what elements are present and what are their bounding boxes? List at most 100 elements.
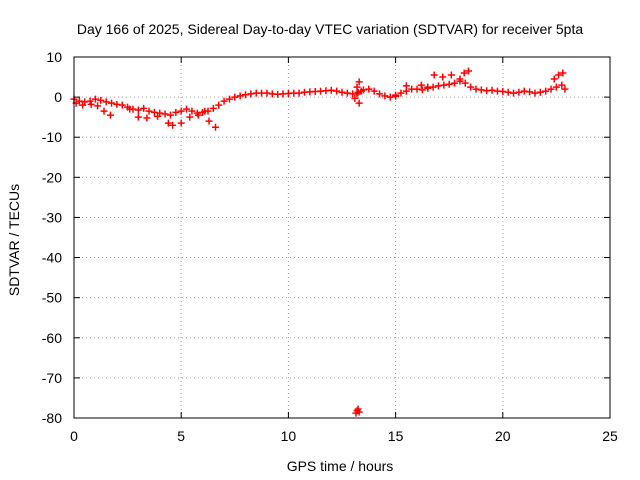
data-point: [177, 119, 185, 127]
y-tick-label: -10: [42, 129, 62, 145]
data-point: [118, 101, 126, 109]
data-point: [413, 85, 421, 93]
data-point: [460, 69, 468, 77]
data-point: [183, 105, 191, 113]
data-point: [353, 90, 361, 98]
data-point: [417, 81, 425, 89]
data-point: [79, 101, 87, 109]
data-point: [172, 108, 180, 116]
data-point: [343, 89, 351, 97]
data-point: [472, 85, 480, 93]
data-point: [220, 97, 228, 105]
data-point: [327, 86, 335, 94]
data-point: [447, 71, 455, 79]
data-points: [70, 67, 569, 417]
data-point: [550, 75, 558, 83]
data-point: [209, 104, 217, 112]
data-point: [461, 79, 469, 87]
data-point: [263, 89, 271, 97]
data-point: [236, 92, 244, 100]
x-axis-label: GPS time / hours: [287, 458, 394, 474]
data-point: [212, 123, 220, 131]
x-tick-label: 25: [602, 428, 618, 444]
data-point: [504, 88, 512, 96]
data-point: [150, 108, 158, 116]
data-point: [451, 79, 459, 87]
y-axis-label: SDTVAR / TECUs: [6, 184, 22, 296]
y-tick-label: 0: [54, 89, 62, 105]
data-point: [536, 88, 544, 96]
data-point: [561, 85, 569, 93]
data-point: [126, 105, 134, 113]
x-tick-label: 20: [495, 428, 511, 444]
data-point: [108, 99, 116, 107]
plot-frame: [73, 56, 611, 419]
data-point: [464, 67, 472, 75]
x-tick-label: 5: [177, 428, 185, 444]
data-point: [353, 83, 361, 91]
data-point: [194, 111, 202, 119]
data-point: [247, 90, 255, 98]
data-point: [424, 83, 432, 91]
data-point: [467, 83, 475, 91]
data-point: [402, 82, 410, 90]
data-point: [376, 90, 384, 98]
data-point: [381, 92, 389, 100]
data-point: [515, 88, 523, 96]
data-point: [169, 121, 177, 129]
data-point: [205, 117, 213, 125]
data-point: [164, 119, 172, 127]
data-point: [145, 107, 153, 115]
data-point: [338, 88, 346, 96]
data-point: [86, 97, 94, 105]
data-point: [365, 85, 373, 93]
data-point: [559, 69, 567, 77]
data-point: [106, 111, 114, 119]
data-point: [242, 91, 250, 99]
data-point: [542, 87, 550, 95]
x-tick-label: 15: [388, 428, 404, 444]
y-tick-label: -70: [42, 370, 62, 386]
chart-title: Day 166 of 2025, Sidereal Day-to-day VTE…: [77, 21, 584, 37]
data-point: [456, 75, 464, 83]
data-point: [547, 85, 555, 93]
data-point: [102, 98, 110, 106]
data-point: [510, 89, 518, 97]
data-point: [91, 95, 99, 103]
y-tick-label: -60: [42, 330, 62, 346]
data-point: [499, 87, 507, 95]
data-point: [357, 87, 365, 95]
y-tick-label: 10: [46, 49, 62, 65]
grid-lines: [74, 57, 610, 418]
data-point: [87, 100, 95, 108]
data-point: [555, 71, 563, 79]
data-point: [94, 102, 102, 110]
data-point: [418, 86, 426, 94]
data-point: [386, 93, 394, 101]
data-point: [143, 114, 151, 122]
data-point: [370, 87, 378, 95]
data-point: [154, 112, 162, 120]
data-point: [520, 87, 528, 95]
data-point: [134, 106, 142, 114]
data-point: [140, 104, 148, 112]
data-point: [558, 81, 566, 89]
data-point: [134, 113, 142, 121]
data-point: [392, 92, 400, 100]
data-point: [113, 100, 121, 108]
data-point: [201, 107, 209, 115]
data-point: [430, 71, 438, 79]
data-point: [295, 89, 303, 97]
data-point: [351, 94, 359, 102]
data-point: [488, 86, 496, 94]
data-point: [333, 87, 341, 95]
y-tick-label: -30: [42, 209, 62, 225]
data-point: [355, 408, 363, 416]
x-tick-label: 10: [281, 428, 297, 444]
data-point: [231, 93, 239, 101]
data-point: [225, 95, 233, 103]
data-point: [439, 73, 447, 81]
data-point: [100, 107, 108, 115]
data-point: [186, 113, 194, 121]
